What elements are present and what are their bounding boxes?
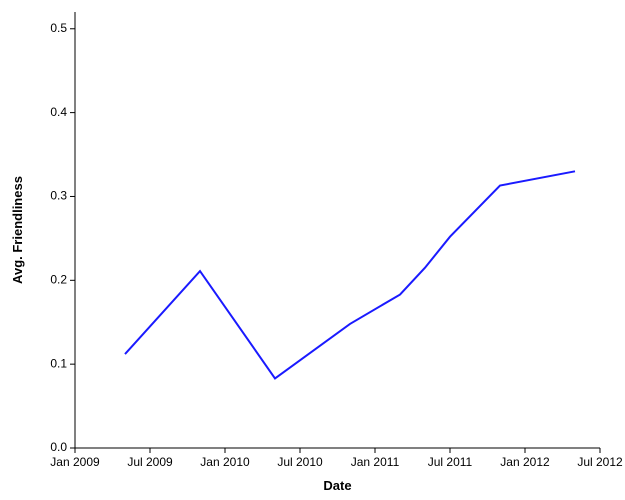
line-chart: 0.0 0.1 0.2 0.3 0.4 0.5 Jan 2009 Jul 2009 Jan 20… — [0, 0, 625, 500]
x-tick-label: Jul 2012 — [577, 455, 623, 469]
series-avg-friendliness — [125, 171, 575, 378]
x-tick-label: Jul 2011 — [428, 455, 473, 469]
y-tick-label: 0.3 — [50, 189, 67, 203]
axis-lines — [75, 12, 600, 448]
x-tick-label: Jan 2012 — [500, 455, 550, 469]
x-tick-label: Jan 2009 — [50, 455, 100, 469]
y-tick-label: 0.4 — [50, 105, 67, 119]
x-axis-title: Date — [323, 478, 351, 493]
y-tick-label: 0.0 — [50, 440, 67, 454]
y-tick-label: 0.5 — [50, 21, 67, 35]
x-tick-label: Jul 2010 — [277, 455, 323, 469]
y-tick-label: 0.1 — [50, 356, 67, 370]
y-axis-title: Avg. Friendliness — [10, 176, 25, 284]
chart-container: 0.0 0.1 0.2 0.3 0.4 0.5 Jan 2009 Jul 2009 Jan 20… — [0, 0, 625, 500]
x-tick-label: Jan 2011 — [351, 455, 400, 469]
y-tick-label: 0.2 — [50, 272, 67, 286]
x-tick-label: Jan 2010 — [200, 455, 250, 469]
x-tick-label: Jul 2009 — [127, 455, 173, 469]
